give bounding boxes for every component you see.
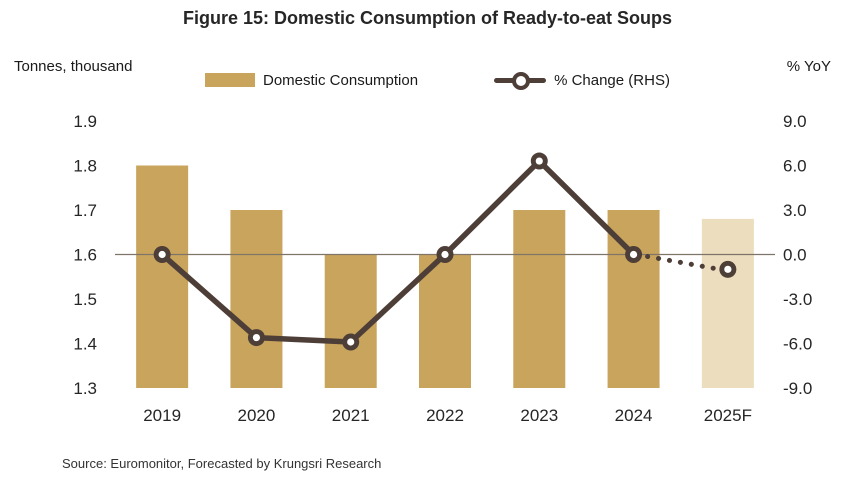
right-axis-tick: -3.0 [783,290,812,309]
bar-2022 [419,254,471,388]
left-axis-tick: 1.9 [73,112,97,131]
legend-item-line: % Change (RHS) [494,70,670,90]
bar-2025F [701,218,754,388]
bar-2021 [324,254,377,388]
left-axis-tick: 1.4 [73,334,97,353]
right-axis-tick: 0.0 [783,245,807,264]
legend-line-label: % Change (RHS) [554,71,670,89]
bar-2020 [230,210,283,388]
right-axis-tick: -6.0 [783,334,812,353]
legend: Domestic Consumption % Change (RHS) [205,70,670,90]
x-label-2025F: 2025F [704,406,752,425]
left-axis-unit-label: Tonnes, thousand [14,58,133,75]
chart-plot-area: 1.9 1.8 1.7 1.6 1.5 1.4 1.3 9.0 6.0 3.0 0.0 -3.0 -6.… [73,112,812,425]
x-label-2021: 2021 [332,406,370,425]
right-axis-tick: 9.0 [783,112,807,131]
left-axis-tick: 1.8 [73,156,97,175]
pct-change-line [159,158,637,345]
left-axis-tick: 1.3 [73,379,97,398]
right-axis-unit-label: % YoY [786,58,831,75]
source-note: Source: Euromonitor, Forecasted by Krung… [62,456,382,471]
legend-item-bar: Domestic Consumption [205,72,418,89]
x-label-2022: 2022 [426,406,464,425]
line-marker-icon [494,70,547,90]
legend-bar-label: Domestic Consumption [263,71,419,89]
right-axis-tick: 6.0 [783,156,807,175]
bar-2023 [513,210,566,388]
x-label-2019: 2019 [143,406,181,425]
x-label-2020: 2020 [238,406,276,425]
right-axis-tick: -9.0 [783,379,812,398]
right-axis-tick: 3.0 [783,201,807,220]
chart-title: Figure 15: Domestic Consumption of Ready… [182,8,673,28]
x-label-2023: 2023 [520,406,558,425]
bar-2019 [136,165,189,388]
bar-swatch-icon [205,73,255,87]
pct-change-forecast-dotted [645,254,717,271]
x-label-2024: 2024 [615,406,653,425]
left-axis-tick: 1.6 [73,245,97,264]
left-axis-tick: 1.5 [73,290,97,309]
left-axis-tick: 1.7 [73,201,97,220]
